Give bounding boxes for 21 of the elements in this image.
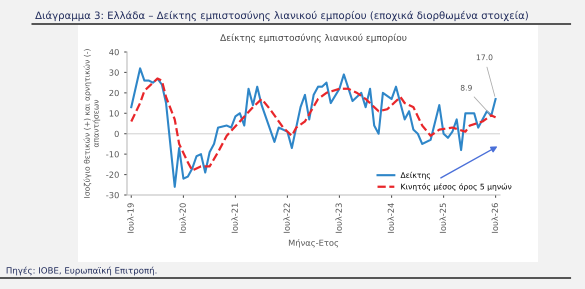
y-tick-label: 10 (110, 110, 119, 117)
x-tick-label: Ιουλ-21 (231, 203, 238, 233)
chart-subtitle: Δείκτης εμπιστοσύνης λιανικού εμπορίου (220, 34, 406, 43)
y-tick-label: 20 (109, 90, 119, 96)
line-series (130, 77, 497, 172)
chart-title: Διάγραμμα 3: Ελλάδα – Δείκτης εμπιστοσύνης λιανικού εμπορίου (εποχικά διορθωμένα στοιχεία) (35, 10, 528, 22)
x-tick-label: Ιουλ-23 (335, 203, 342, 233)
x-tick-label: Ιουλ-19 (127, 203, 134, 233)
y-tick-label: 30 (109, 69, 119, 76)
y-tick-label: -10 (106, 151, 119, 158)
x-tick-label: Ιουλ-25 (440, 203, 446, 233)
text: Πηγές: ΙΟΒΕ, Ευρωπαϊκή Επιτροπή. (6, 266, 156, 276)
x-tick-label: Ιουλ-24 (388, 203, 394, 233)
y-tick-label: 0 (114, 130, 119, 137)
x-tick-label: Ιουλ-22 (283, 203, 290, 233)
x-axis-title: Μήνας-Ετος (288, 239, 338, 248)
y-tick-label: -20 (106, 172, 119, 178)
y-tick-label: 40 (109, 48, 119, 56)
x-tick-label: Ιουλ-26 (492, 203, 498, 233)
x-tick-label: Ιουλ-20 (179, 203, 186, 233)
y-tick-label: -30 (106, 192, 119, 198)
